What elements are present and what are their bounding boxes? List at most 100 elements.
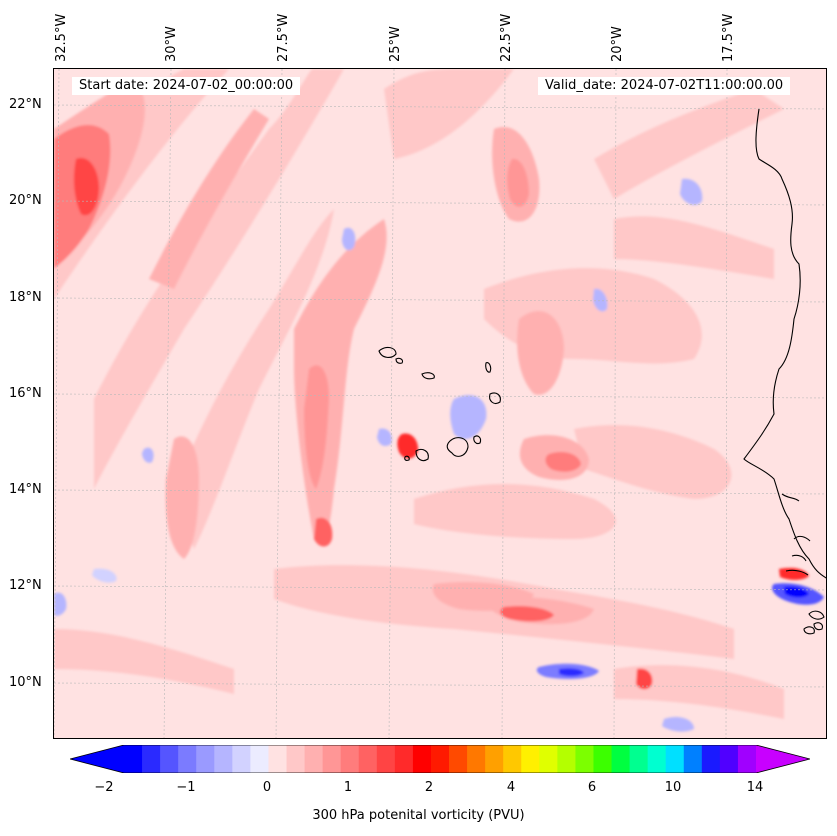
pv-core (500, 606, 554, 622)
lon-label-22-5w: 22.5°W (499, 13, 514, 62)
colorbar-segment (647, 745, 667, 773)
lat-label-12n: 12°N (9, 578, 42, 593)
africa-coastline (793, 535, 811, 542)
colorbar-segment (268, 745, 288, 773)
colorbar-tick: 4 (506, 780, 516, 795)
island-outline (813, 622, 823, 631)
colorbar-tick: 6 (587, 780, 597, 795)
colorbar-tick: 2 (424, 780, 434, 795)
lat-label-14n: 14°N (9, 482, 42, 497)
island-outline (421, 372, 435, 380)
pv-band (574, 425, 732, 499)
lat-label-10n: 10°N (9, 675, 42, 690)
map-panel (53, 68, 827, 739)
pv-band (594, 89, 784, 199)
coastlines (378, 108, 826, 635)
pv-core (507, 158, 529, 207)
colorbar-segment (719, 745, 739, 773)
pv-negative (662, 717, 694, 732)
pv-band (614, 216, 774, 279)
colorbar-segment (701, 745, 721, 773)
colorbar-tick: 1 (343, 780, 353, 795)
graticule (54, 69, 826, 738)
pv-negative (342, 227, 356, 251)
lat-label-16n: 16°N (9, 386, 42, 401)
colorbar-tick: −1 (176, 780, 196, 795)
lon-label-27-5w: 27.5°W (276, 13, 291, 62)
island-outline (808, 610, 825, 620)
colorbar-segment (250, 745, 269, 773)
pv-band (517, 310, 564, 395)
colorbar-segment (521, 745, 540, 773)
colorbar-segment (683, 745, 703, 773)
lat-label-22n: 22°N (9, 97, 42, 112)
island-outline (473, 435, 482, 445)
colorbar-segment (412, 745, 432, 773)
colorbar-segment (557, 745, 576, 773)
colorbar-segment (358, 745, 378, 773)
pv-band (149, 109, 269, 289)
pv-core (636, 668, 653, 690)
colorbar-segment (214, 745, 233, 773)
colorbar-svg (68, 744, 812, 774)
pv-band (414, 484, 616, 539)
lat-label-18n: 18°N (9, 290, 42, 305)
island-outline (415, 448, 429, 462)
colorbar-title: 300 hPa potenital vorticity (PVU) (312, 808, 525, 823)
colorbar-segment (232, 745, 251, 773)
colorbar-segment (611, 745, 631, 773)
pv-negative (680, 178, 703, 205)
colorbar-segment (467, 745, 486, 773)
island-outline (803, 626, 815, 635)
island-outline (395, 357, 404, 364)
colorbar-segment (575, 745, 594, 773)
colorbar-segment (376, 745, 396, 773)
island-outline (489, 392, 501, 404)
africa-coastline (791, 554, 807, 562)
pv-contour-map (54, 69, 826, 738)
pv-negative (559, 668, 584, 677)
africa-coastline (785, 569, 809, 576)
colorbar-segment (340, 745, 360, 773)
pv-negative (593, 288, 608, 312)
colorbar-tick: 0 (262, 780, 272, 795)
pv-band (94, 69, 344, 489)
colorbar-segment (304, 745, 324, 773)
pv-core (397, 433, 419, 459)
pv-negative (54, 592, 67, 616)
lon-label-25w: 25°W (388, 26, 403, 62)
colorbar-segment (160, 745, 179, 773)
colorbar-extend-min (70, 745, 124, 773)
island-outline (404, 455, 410, 461)
colorbar-tick: −2 (94, 780, 114, 795)
lon-label-20w: 20°W (610, 26, 625, 62)
colorbar-tick: 10 (664, 780, 682, 795)
pv-band (384, 69, 514, 159)
africa-coastline (781, 493, 800, 502)
pv-core (73, 158, 99, 216)
pv-core (545, 452, 581, 472)
pv-negative (142, 447, 154, 463)
colorbar (68, 744, 812, 774)
colorbar-tick: 14 (746, 780, 764, 795)
colorbar-segment (394, 745, 414, 773)
pv-band (165, 436, 199, 559)
colorbar-segment (286, 745, 306, 773)
colorbar-segment (629, 745, 649, 773)
pv-contour-fills (54, 69, 824, 732)
pv-core (314, 517, 333, 547)
pv-negative (784, 586, 809, 598)
pv-core (304, 365, 329, 489)
colorbar-segment (737, 745, 757, 773)
colorbar-segment (124, 745, 143, 773)
colorbar-segment (449, 745, 468, 773)
colorbar-segment (178, 745, 197, 773)
pv-negative (450, 395, 487, 439)
island-outline (378, 346, 397, 358)
colorbar-segment (539, 745, 558, 773)
lon-label-32-5w: 32.5°W (54, 13, 69, 62)
colorbar-segment (196, 745, 215, 773)
pv-band (174, 209, 334, 549)
pv-band (614, 665, 784, 719)
island-outline (485, 362, 492, 373)
